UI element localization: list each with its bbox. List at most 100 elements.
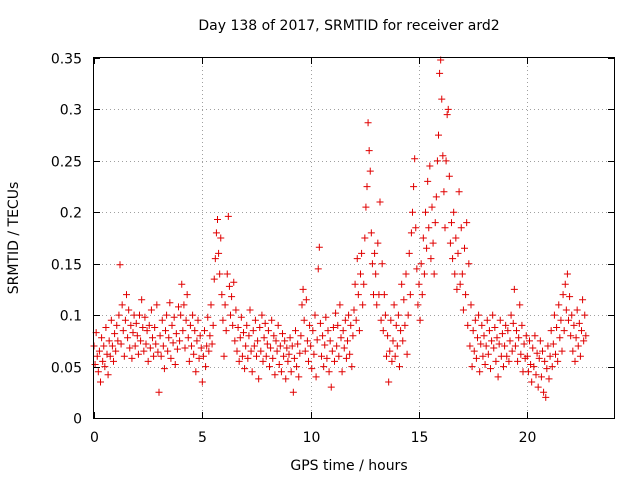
data-point (420, 270, 428, 278)
data-point (387, 316, 395, 324)
data-point (476, 368, 484, 376)
data-point (157, 352, 165, 360)
data-point (537, 373, 545, 381)
data-point (327, 383, 335, 391)
data-point (546, 352, 554, 360)
data-point (210, 275, 218, 283)
data-point (219, 316, 227, 324)
y-tick-label: 0.05 (51, 361, 82, 377)
data-point (405, 249, 413, 257)
data-point (178, 280, 186, 288)
data-point (116, 261, 124, 269)
data-point (574, 342, 582, 350)
data-point (256, 323, 264, 331)
data-point (286, 334, 294, 342)
data-point (254, 337, 262, 345)
data-point (195, 354, 203, 362)
data-point (403, 350, 411, 358)
data-point (439, 152, 447, 160)
data-point (232, 306, 240, 314)
data-point (441, 224, 449, 232)
data-point (176, 337, 184, 345)
data-point (185, 357, 193, 365)
data-point (260, 334, 268, 342)
data-point (145, 321, 153, 329)
data-point (383, 352, 390, 360)
data-point (132, 319, 140, 327)
data-point (418, 291, 426, 299)
data-point (478, 321, 486, 329)
data-point (562, 306, 570, 314)
data-point (558, 347, 566, 355)
data-point (163, 311, 171, 319)
data-point (516, 301, 524, 309)
data-point (493, 334, 501, 342)
data-point (144, 357, 152, 365)
data-point (316, 319, 324, 327)
data-point (435, 131, 442, 139)
data-point (413, 265, 421, 273)
data-point (409, 208, 416, 216)
data-point (428, 203, 436, 211)
data-point (216, 270, 224, 278)
data-point (429, 239, 437, 247)
data-point (324, 327, 332, 335)
data-point (381, 311, 389, 319)
data-point (436, 69, 444, 77)
chart-title: Day 138 of 2017, SRMTID for receiver ard… (198, 18, 499, 34)
data-point (513, 327, 520, 335)
data-point (298, 301, 306, 309)
data-point (312, 373, 320, 381)
data-point (345, 311, 353, 319)
data-point (257, 347, 265, 355)
data-point (438, 95, 446, 103)
data-point (104, 371, 112, 379)
data-point (194, 316, 202, 324)
data-point (325, 368, 333, 376)
data-point (214, 215, 221, 223)
data-point (582, 332, 590, 340)
data-point (113, 321, 121, 329)
data-point (347, 321, 355, 329)
data-point (488, 337, 496, 345)
data-point (97, 378, 104, 386)
data-point (580, 337, 588, 345)
data-point (379, 327, 387, 335)
data-point (483, 316, 491, 324)
data-point (215, 249, 223, 257)
data-point (186, 321, 194, 329)
data-point (576, 352, 584, 360)
data-point (295, 373, 303, 381)
data-point (156, 332, 164, 340)
data-point (164, 347, 172, 355)
data-point (464, 321, 472, 329)
data-point (440, 188, 448, 196)
data-point (459, 306, 467, 314)
data-point (245, 332, 253, 340)
data-point (118, 301, 126, 309)
data-point (563, 270, 571, 278)
data-point (220, 352, 228, 360)
y-tick-label: 0.3 (60, 103, 82, 119)
data-point (390, 301, 398, 309)
data-point (160, 365, 168, 373)
data-point (442, 157, 450, 165)
data-point (496, 316, 504, 324)
data-point (466, 342, 474, 350)
data-point (528, 378, 536, 386)
data-point (532, 371, 540, 379)
data-point (242, 342, 250, 350)
data-point (108, 342, 116, 350)
data-point (566, 293, 574, 301)
data-point (240, 329, 247, 337)
data-point (471, 316, 479, 324)
data-point (475, 311, 483, 319)
data-point (456, 280, 464, 288)
data-point (223, 270, 231, 278)
x-axis-ticks: 0 5 10 15 20 (90, 58, 536, 446)
data-point (212, 229, 220, 237)
data-point (266, 363, 273, 371)
data-point (352, 316, 360, 324)
data-point (344, 337, 351, 345)
data-point (504, 327, 512, 335)
